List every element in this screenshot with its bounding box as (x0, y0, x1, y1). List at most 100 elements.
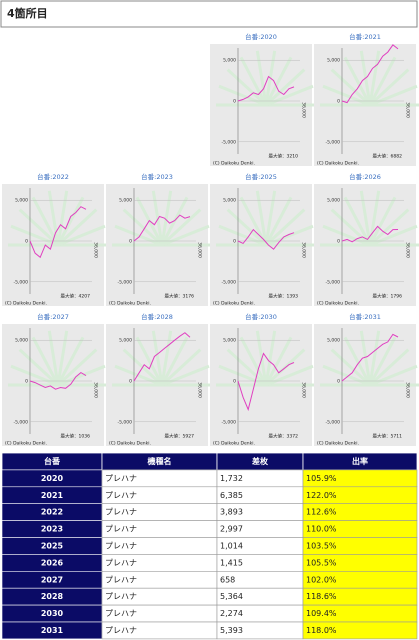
y-tick-label: -5,000 (325, 139, 340, 145)
y-tick-label: -5,000 (221, 139, 236, 145)
data-line (341, 44, 399, 104)
panel-decoration (368, 56, 397, 106)
table-cell-text: 103.5% (306, 541, 337, 550)
table-cell-text: 2027 (41, 575, 63, 584)
table-header-text: 台番 (44, 456, 61, 466)
table-cell-text: プレハナ (105, 592, 137, 601)
table-cell-text: プレハナ (105, 626, 137, 635)
max-label: 最大値：5927 (165, 433, 195, 440)
table-cell (302, 621, 418, 640)
y-tick-label: 0 (25, 239, 28, 245)
panel-decoration (10, 364, 59, 387)
panel-decoration (369, 364, 418, 387)
max-label: 最大値：1796 (373, 293, 403, 300)
y-tick-label: -5,000 (13, 419, 28, 425)
panel-decoration (359, 190, 372, 246)
copyright: (C) Daikoku Denki. (213, 301, 255, 307)
table-cell-text: 3,893 (220, 508, 243, 517)
panel-decoration (218, 364, 267, 387)
table-cell-text: 2031 (41, 626, 64, 635)
panel-decoration (226, 348, 268, 387)
panel-decoration (135, 336, 164, 386)
chart-title: 台番:2030 (245, 312, 277, 321)
panel-decoration (160, 330, 173, 386)
table-cell-text: プレハナ (105, 491, 137, 500)
chart-title: 台番:2031 (349, 312, 381, 321)
data-line (341, 225, 399, 243)
chart-title: 台番:2027 (37, 312, 69, 321)
table-cell-text: 118.0% (306, 626, 337, 635)
panel-decoration (368, 190, 381, 246)
data-line (133, 332, 191, 382)
panel-decoration (264, 56, 293, 106)
table-cell-text: 2026 (41, 558, 64, 567)
chart-title: 台番:2025 (245, 172, 277, 181)
chart-title: 台番:2020 (245, 32, 277, 41)
panel-decoration (369, 84, 418, 107)
table-cell-text: 105.5% (306, 558, 337, 567)
panel-decoration (265, 364, 314, 387)
data-line (341, 333, 399, 382)
table-cell-text: プレハナ (105, 558, 137, 567)
y-tick-label: 0 (337, 239, 340, 245)
panel-decoration (239, 196, 268, 246)
panel-decoration (368, 330, 381, 386)
x-end-label: 36,000 (301, 382, 307, 398)
panel-decoration (18, 208, 60, 247)
panel-decoration (368, 68, 410, 107)
panel-decoration (31, 336, 60, 386)
x-end-label: 36,000 (405, 102, 411, 118)
x-end-label: 36,000 (197, 382, 203, 398)
x-end-label: 36,000 (405, 382, 411, 398)
panel-decoration (56, 336, 85, 386)
panel-decoration (368, 348, 410, 387)
data-line (29, 206, 87, 259)
y-tick-label: 0 (233, 379, 236, 385)
x-end-label: 36,000 (301, 242, 307, 258)
y-tick-label: 0 (337, 99, 340, 105)
header-box (0, 0, 418, 28)
y-tick-label: -5,000 (117, 279, 132, 285)
panel-decoration (218, 84, 267, 107)
table-cell-text: 118.6% (306, 592, 337, 601)
copyright: (C) Daikoku Denki. (5, 301, 47, 307)
x-end-label: 36,000 (197, 242, 203, 258)
panel-decoration (368, 208, 410, 247)
y-tick-label: 0 (129, 379, 132, 385)
chart-title: 台番:2021 (349, 32, 381, 41)
y-tick-label: -5,000 (13, 279, 28, 285)
y-tick-label: 5,000 (15, 198, 28, 204)
panel-decoration (322, 224, 371, 247)
panel-decoration (359, 330, 372, 386)
data-line (133, 214, 191, 242)
panel-decoration (56, 348, 98, 387)
panel-decoration (226, 68, 268, 107)
table-cell-text: 2022 (41, 508, 63, 517)
table-cell-text: 5,393 (220, 626, 243, 635)
data-line (29, 371, 87, 390)
panel-decoration (18, 348, 60, 387)
y-tick-label: 5,000 (327, 198, 340, 204)
table-cell-text: 102.0% (306, 575, 337, 584)
table-cell-text: 110.0% (306, 525, 337, 534)
panel-decoration (122, 208, 164, 247)
panel-decoration (56, 330, 69, 386)
chart-title: 台番:2023 (141, 172, 173, 181)
table-cell-text: 1,014 (220, 541, 243, 550)
copyright: (C) Daikoku Denki. (213, 441, 255, 447)
panel-decoration (264, 190, 277, 246)
y-tick-label: 5,000 (119, 198, 132, 204)
table-header-text: 出率 (352, 456, 368, 466)
panel-decoration (57, 364, 106, 387)
table-header-text: 機種名 (148, 456, 172, 466)
y-tick-label: 5,000 (119, 338, 132, 344)
panel-decoration (322, 364, 371, 387)
y-tick-label: 0 (233, 239, 236, 245)
panel-decoration (264, 68, 306, 107)
max-label: 最大値：1393 (269, 293, 299, 300)
panel-decoration (343, 56, 372, 106)
panel-decoration (56, 196, 85, 246)
y-tick-label: 5,000 (327, 338, 340, 344)
panel-decoration (255, 50, 268, 106)
panel-decoration (264, 330, 277, 386)
